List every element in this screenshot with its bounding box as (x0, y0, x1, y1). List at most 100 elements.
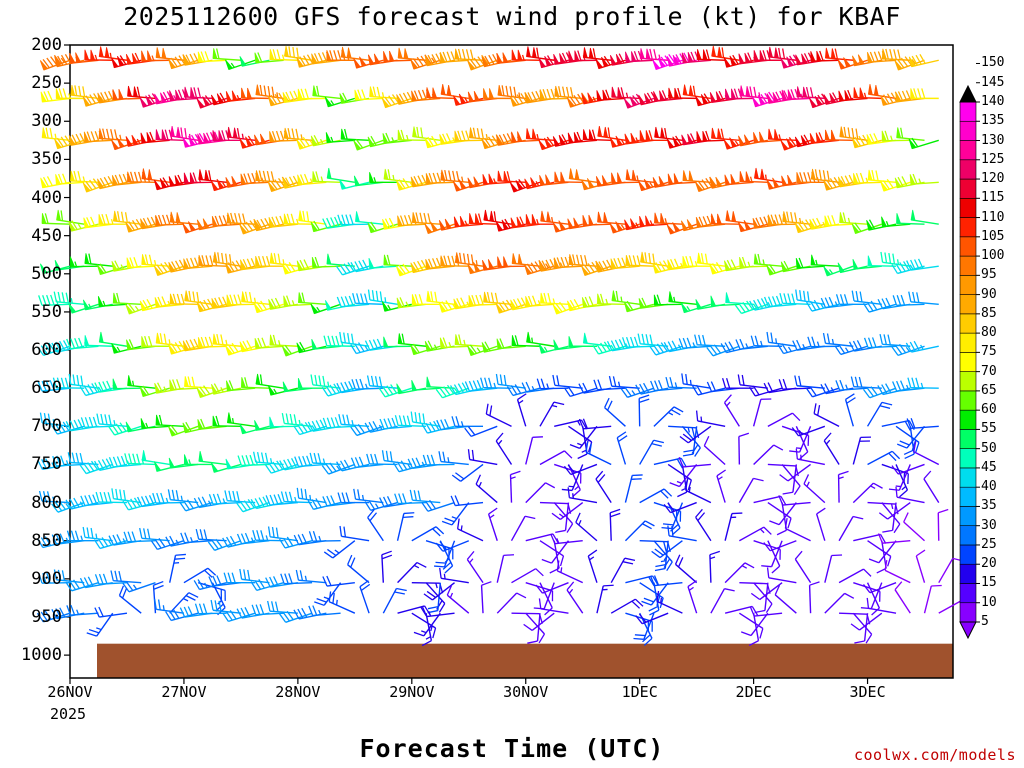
wind-barb (397, 129, 427, 142)
wind-barb (834, 344, 868, 356)
wind-barb (908, 137, 939, 150)
wind-barb (778, 378, 811, 390)
wind-barb (310, 374, 341, 389)
wind-barb (169, 89, 199, 102)
credit-link[interactable]: coolwx.com/models (853, 746, 1016, 764)
wind-barb (552, 374, 583, 389)
wind-barb (835, 294, 868, 306)
wind-barb (397, 214, 427, 227)
colorbar-tick-label: 70 (981, 363, 997, 379)
wind-barb (668, 291, 697, 305)
colorbar-tick-label: 125 (981, 151, 1005, 167)
wind-barb (282, 175, 313, 189)
wind-barb (84, 335, 113, 347)
wind-barb (767, 128, 797, 142)
wind-barb (654, 540, 669, 572)
wind-barb (721, 378, 754, 389)
wind-barb (895, 464, 909, 498)
wind-barb (326, 253, 355, 267)
wind-barb (639, 130, 669, 142)
wind-barb (908, 54, 939, 68)
chart-title: 2025112600 GFS forecast wind profile (kt… (123, 2, 901, 31)
wind-barb (835, 379, 868, 391)
wind-barb (40, 90, 71, 103)
wind-barb (923, 470, 940, 503)
wind-barb (323, 335, 355, 347)
wind-barb (838, 568, 872, 584)
wind-barb (436, 418, 469, 431)
x-tick-label: 28NOV (275, 683, 321, 701)
wind-barb (749, 606, 783, 617)
wind-barb (396, 512, 415, 541)
wind-barb (852, 54, 882, 67)
wind-barb (369, 172, 398, 183)
wind-barb (440, 84, 469, 100)
wind-barb (368, 257, 398, 269)
wind-barb (336, 459, 370, 472)
wind-barb (538, 598, 569, 614)
wind-barb (711, 127, 740, 142)
wind-barb (154, 382, 185, 394)
colorbar-segment (959, 486, 977, 507)
wind-barb (323, 540, 356, 559)
wind-barb (169, 553, 186, 583)
wind-barb (55, 88, 85, 100)
colorbar-tick-label: 135 (981, 113, 1005, 129)
wind-barb (51, 533, 85, 545)
wind-barb (853, 87, 882, 100)
wind-barb (639, 488, 673, 504)
wind-barb (854, 613, 869, 644)
wind-barb (223, 572, 256, 584)
colorbar-segment (959, 120, 977, 141)
y-tick-label: 400 (31, 187, 62, 208)
wind-barb (881, 130, 911, 142)
wind-barb (866, 597, 897, 614)
wind-barb (906, 258, 939, 271)
wind-barb (653, 294, 683, 306)
wind-barb (281, 413, 313, 428)
wind-barb (661, 502, 684, 530)
wind-barb (152, 492, 184, 504)
wind-barb (753, 131, 783, 143)
wind-barb (70, 84, 99, 100)
wind-barb (723, 394, 740, 427)
wind-barb (167, 489, 199, 504)
wind-barb (367, 509, 384, 542)
y-tick-label: 950 (31, 606, 62, 627)
wind-barb (526, 331, 555, 347)
wind-barb (255, 84, 284, 100)
wind-barb (95, 491, 127, 504)
wind-barb (56, 209, 85, 225)
wind-barb (536, 378, 569, 390)
wind-barb (523, 612, 555, 631)
wind-barb (280, 491, 313, 504)
wind-barb (383, 254, 412, 267)
wind-barb (850, 376, 882, 389)
wind-barb (695, 410, 726, 428)
wind-barb (311, 256, 341, 268)
wind-barb (421, 499, 455, 512)
wind-barb (475, 474, 498, 504)
wind-barb (86, 612, 114, 637)
wind-barb (198, 451, 227, 466)
colorbar-segment (959, 178, 977, 199)
wind-barb (668, 87, 697, 100)
wind-barb (610, 557, 636, 584)
wind-barb (184, 290, 213, 305)
wind-barb (778, 495, 811, 506)
colorbar-segment (959, 467, 977, 488)
wind-barb (496, 592, 527, 614)
wind-barb (527, 613, 541, 644)
wind-barb (169, 379, 199, 391)
wind-barb (624, 474, 643, 503)
wind-barb (511, 131, 541, 143)
wind-barb (269, 334, 298, 347)
wind-barb (364, 338, 398, 351)
wind-barb (127, 375, 156, 389)
wind-barb (695, 508, 712, 542)
wind-barb (141, 254, 170, 267)
wind-barb (567, 131, 598, 144)
wind-barb (347, 554, 370, 584)
wind-barb (397, 333, 427, 347)
x-tick-label: 30NOV (503, 683, 549, 701)
